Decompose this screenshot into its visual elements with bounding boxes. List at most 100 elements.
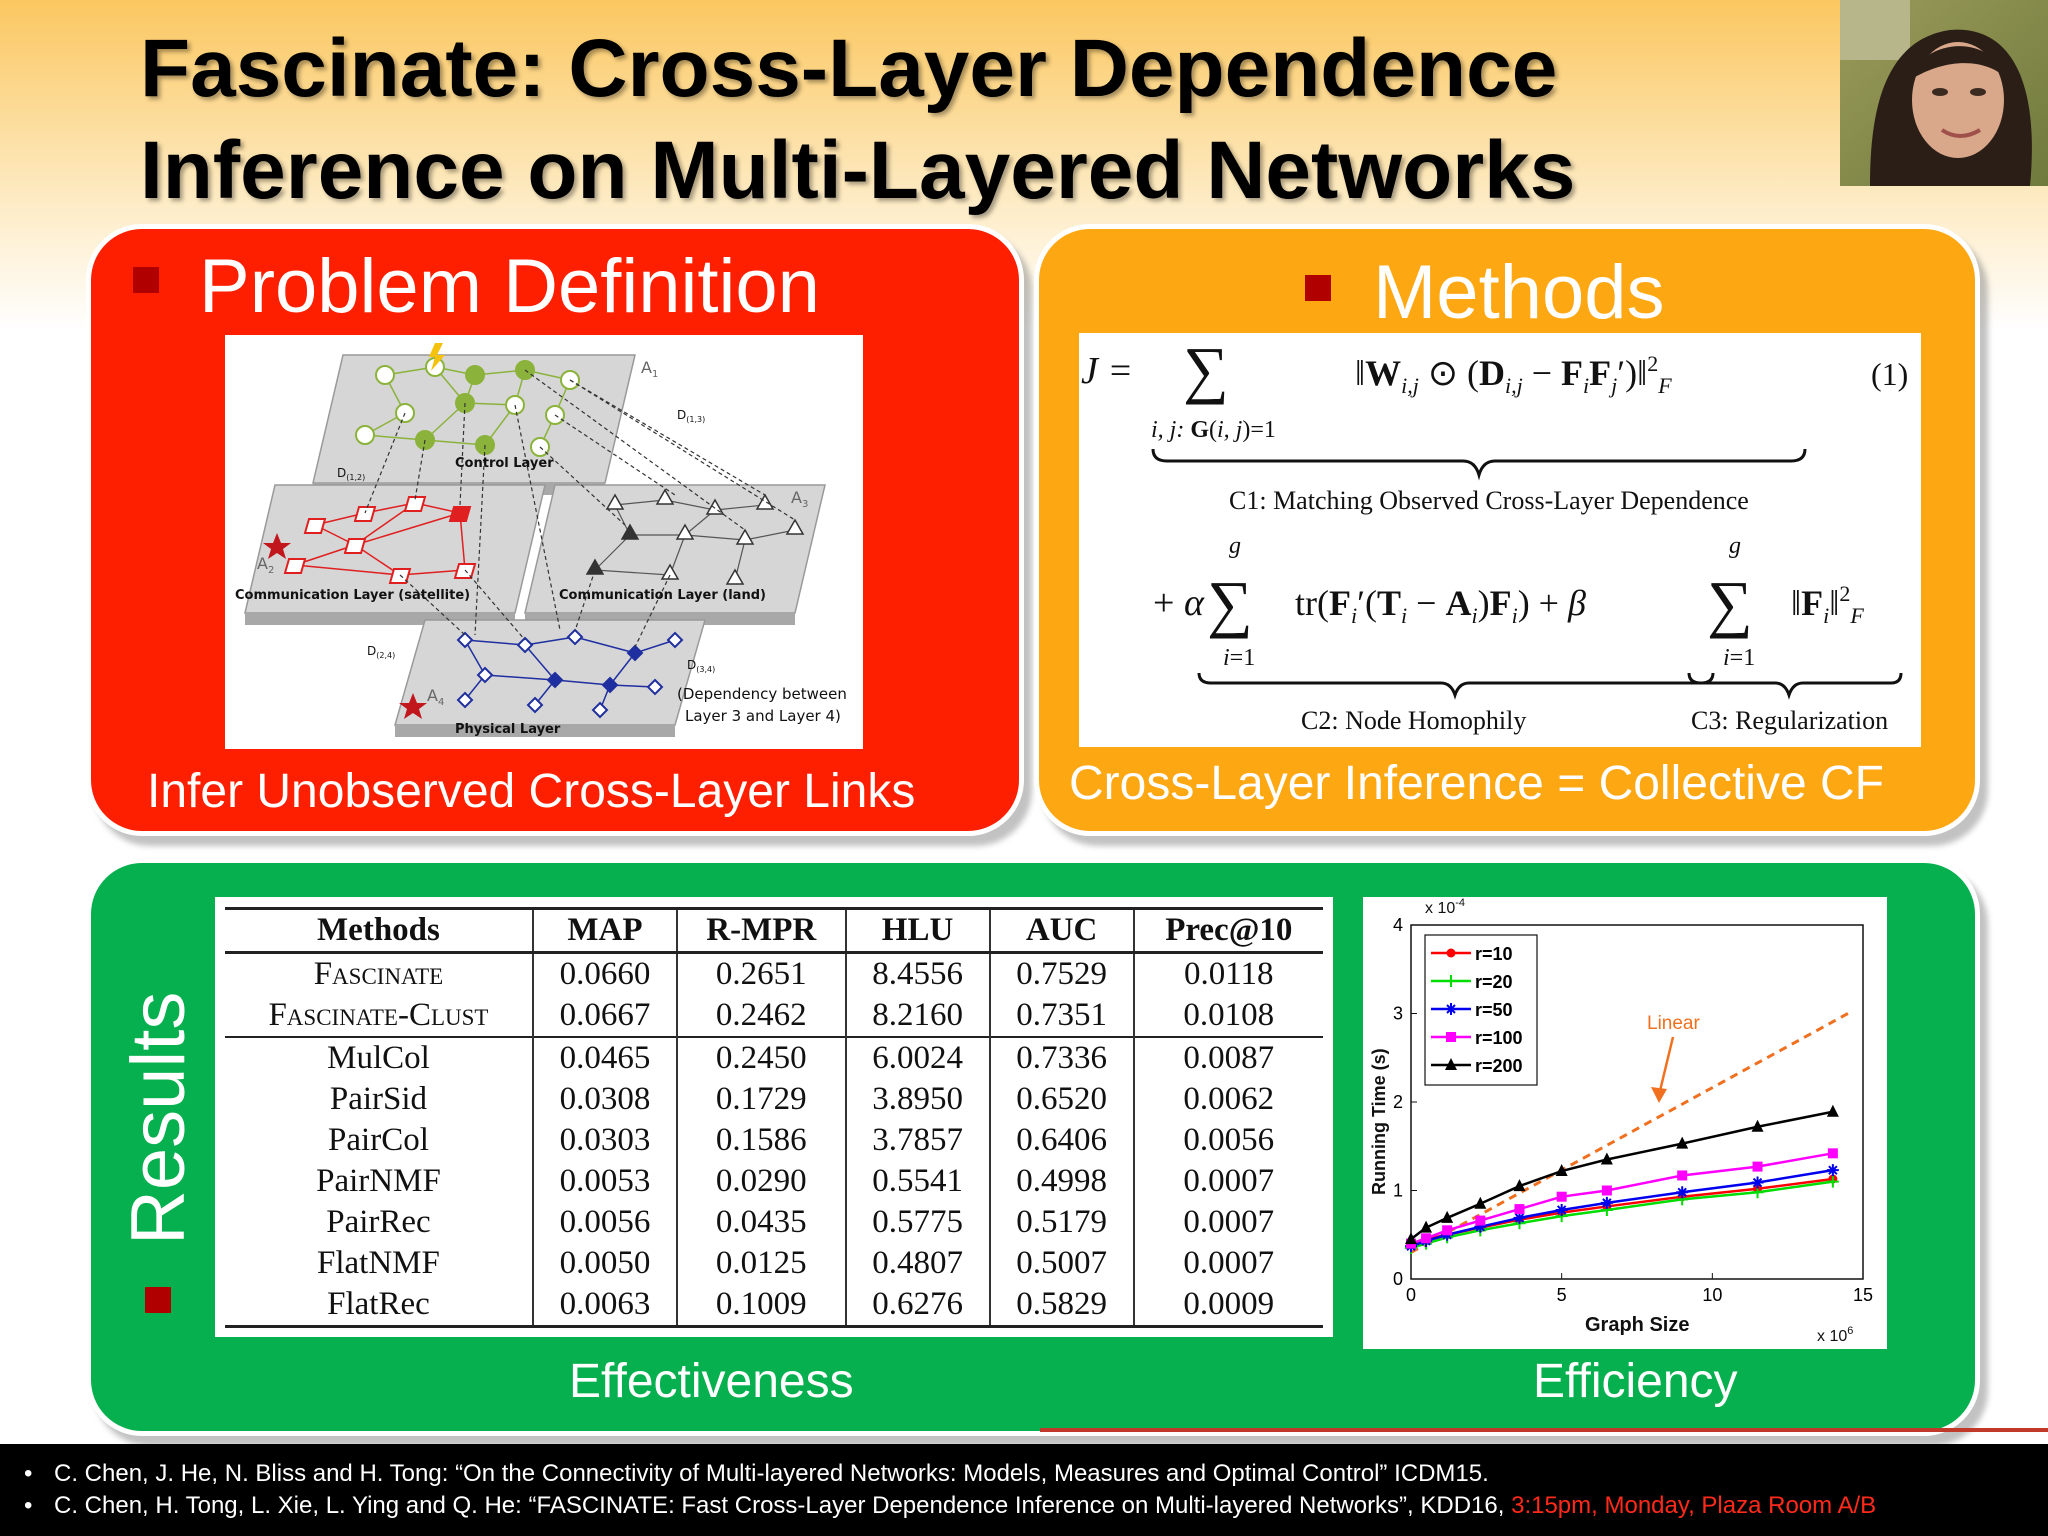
series-line (1410, 1168, 1834, 1248)
data-point (1446, 948, 1456, 958)
bullet-marker (145, 1287, 171, 1313)
c2-label: C2: Node Homophily (1301, 706, 1526, 735)
data-point (1474, 1196, 1487, 1209)
data-point (1826, 1104, 1839, 1117)
table-row: FlatRec 0.0063 0.1009 0.6276 0.5829 0.0009 (225, 1284, 1323, 1327)
legend-label: r=50 (1475, 1000, 1513, 1020)
legend-label: r=100 (1475, 1028, 1523, 1048)
x-tick-label: 10 (1702, 1285, 1722, 1305)
table-row: PairSid 0.0308 0.1729 3.8950 0.6520 0.0062 (225, 1079, 1323, 1120)
data-point (1475, 1215, 1486, 1226)
table-row: Fascinate 0.0660 0.2651 8.4556 0.7529 0.… (225, 952, 1323, 995)
data-point (1676, 1136, 1689, 1149)
sum-index: i, j: G(i, j)=1 (1151, 417, 1276, 443)
efficiency-caption: Efficiency (1533, 1355, 1738, 1408)
y-tick-label: 2 (1393, 1092, 1403, 1112)
data-point (1445, 975, 1457, 987)
series-r-200 (1405, 1104, 1839, 1245)
chart-series (1405, 1104, 1839, 1255)
linear-annotation: Linear (1647, 1013, 1700, 1034)
label-a1: A1 (641, 358, 658, 380)
reference-2: • C. Chen, H. Tong, L. Xie, L. Ying and Q… (24, 1492, 1877, 1519)
physical-layer-label: Physical Layer (455, 722, 561, 737)
sum-symbol: ∑ (1183, 334, 1229, 405)
sum-symbol-3: ∑ (1707, 568, 1753, 639)
series-line (1410, 1110, 1834, 1241)
equation-number: (1) (1871, 356, 1908, 392)
data-point (1827, 1148, 1838, 1159)
label-a3: A3 (791, 488, 808, 510)
control-layer-label: Control Layer (455, 456, 554, 471)
term-c2: + α (1153, 582, 1205, 624)
table-row: Fascinate-Clust 0.0667 0.2462 8.2160 0.7… (225, 995, 1323, 1037)
data-point (1513, 1179, 1526, 1192)
data-point (1677, 1170, 1688, 1181)
running-time-chart: x 10-4 x 106 Graph Size Running Time (s)… (1363, 897, 1887, 1349)
c3-label: C3: Regularization (1691, 706, 1888, 735)
col-map: MAP (531, 908, 677, 953)
legend-entry: r=50 (1431, 1000, 1513, 1020)
data-point (1446, 1032, 1456, 1042)
data-point (1556, 1191, 1567, 1202)
results-panel: Results Methods MAP R-MPR HLU AUC Prec@1… (86, 858, 1980, 1436)
svg-text:i=1: i=1 (1723, 645, 1755, 671)
col-rmpr: R-MPR (675, 908, 846, 953)
results-table-box: Methods MAP R-MPR HLU AUC Prec@10 Fascin… (215, 897, 1333, 1337)
x-tick-label: 0 (1406, 1285, 1416, 1305)
data-point (1420, 1220, 1433, 1233)
table-row: PairNMF 0.0053 0.0290 0.5541 0.4998 0.0007 (225, 1161, 1323, 1202)
y-tick-label: 1 (1393, 1181, 1403, 1201)
legend-entry: r=100 (1431, 1028, 1523, 1048)
slide-title-line2: Inference on Multi-Layered Networks (140, 125, 1576, 216)
label-a2: A2 (257, 554, 274, 576)
methods-caption: Cross-Layer Inference = Collective CF (1069, 757, 1884, 810)
legend-entry: r=20 (1431, 972, 1513, 992)
legend-entry: r=10 (1431, 944, 1513, 964)
data-point (1751, 1176, 1764, 1189)
talk-time-highlight: 3:15pm, Monday, Plaza Room A/B (1511, 1492, 1877, 1519)
series-r-10 (1406, 1174, 1838, 1249)
reference-1: • C. Chen, J. He, N. Bliss and H. Tong: “… (24, 1460, 1489, 1487)
y-axis-label: Running Time (s) (1369, 1048, 1389, 1195)
data-point (1442, 1225, 1453, 1236)
data-point (1826, 1175, 1839, 1188)
data-point (1600, 1196, 1613, 1209)
effectiveness-caption: Effectiveness (569, 1355, 854, 1408)
svg-text:i=1: i=1 (1223, 645, 1255, 671)
methods-panel: Methods J = ∑ i, j: G(i, j)=1 ‖Wi,j ⊙ (D… (1034, 224, 1980, 836)
data-point (1474, 1220, 1487, 1233)
y-multiplier: x 10-4 (1425, 897, 1465, 917)
formula-lhs: J = (1081, 350, 1133, 392)
data-point (1555, 1203, 1568, 1216)
col-methods: Methods (317, 912, 440, 948)
comm-sat-layer-label: Communication Layer (satellite) (235, 588, 470, 603)
series-line (1410, 1180, 1834, 1250)
data-point (1421, 1233, 1432, 1244)
references-footer: • C. Chen, J. He, N. Bliss and H. Tong: “… (0, 1444, 2048, 1536)
y-tick-label: 0 (1393, 1269, 1403, 1289)
legend-label: r=200 (1475, 1056, 1523, 1076)
x-axis-label: Graph Size (1585, 1314, 1689, 1336)
col-hlu: HLU (844, 908, 990, 953)
chart-ticks: 0 5 10 15 0 1 2 3 4 (1393, 915, 1873, 1305)
svg-text:tr(Fi′(Ti − Ai)Fi) + β: tr(Fi′(Ti − Ai)Fi) + β (1295, 583, 1586, 628)
label-d12: D(1,2) (337, 466, 365, 482)
x-tick-label: 5 (1557, 1285, 1567, 1305)
col-prec10: Prec@10 (1132, 908, 1323, 953)
slide-title: Fascinate: Cross-Layer Dependence Infere… (140, 18, 1790, 222)
problem-definition-caption: Infer Unobserved Cross-Layer Links (147, 765, 916, 818)
term-c1: ‖Wi,j ⊙ (Di,j − FiFj′)‖2F (1355, 351, 1672, 398)
series-line (1410, 1152, 1834, 1245)
author-photo (1840, 0, 2048, 186)
comm-land-layer-label: Communication Layer (land) (559, 588, 766, 603)
c1-label: C1: Matching Observed Cross-Layer Depend… (1229, 486, 1749, 515)
results-title: Results (116, 991, 201, 1245)
term-c3: ‖Fi‖2F (1791, 581, 1864, 628)
data-point (1751, 1119, 1764, 1132)
svg-text:g: g (1729, 533, 1741, 559)
y-tick-label: 4 (1393, 915, 1403, 935)
bullet-marker (1305, 275, 1331, 301)
legend-entry: r=200 (1431, 1056, 1523, 1076)
data-point (1555, 1164, 1568, 1177)
col-auc: AUC (988, 908, 1134, 953)
